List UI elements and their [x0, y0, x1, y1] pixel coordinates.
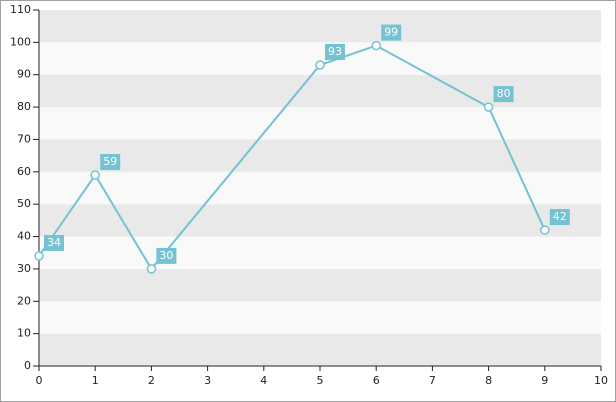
- grid-band: [39, 139, 601, 172]
- point: [540, 225, 550, 235]
- x-tick-label: 1: [92, 374, 99, 387]
- x-tick-label: 5: [317, 374, 324, 387]
- data-label: 99: [381, 24, 402, 41]
- y-tick-label: 100: [10, 35, 31, 48]
- grid-band: [39, 268, 601, 302]
- data-label-box: [493, 86, 514, 103]
- x-tick-label: 8: [485, 374, 492, 387]
- y-tick-label: 70: [17, 132, 31, 145]
- grid-band: [39, 204, 601, 237]
- point: [371, 40, 381, 51]
- grid-band: [39, 42, 601, 75]
- y-tick-label: 0: [24, 359, 31, 372]
- data-label-box: [325, 44, 345, 61]
- y-tick-label: 80: [17, 100, 31, 113]
- grid-band: [39, 301, 601, 334]
- point: [34, 251, 44, 261]
- data-label: 80: [493, 86, 514, 103]
- point: [483, 102, 494, 112]
- point: [90, 170, 100, 180]
- point: [146, 264, 157, 274]
- grid-band: [39, 333, 601, 366]
- data-label-text: 59: [103, 155, 117, 168]
- x-tick-label: 4: [260, 374, 267, 387]
- y-tick-label: 10: [17, 327, 31, 340]
- data-label-box: [549, 209, 570, 226]
- x-tick-label: 2: [148, 374, 155, 387]
- data-label: 93: [325, 44, 345, 61]
- grid-band: [39, 236, 601, 269]
- data-label: 34: [44, 234, 64, 251]
- data-label: 59: [100, 154, 121, 171]
- y-tick-label: 40: [17, 230, 31, 243]
- x-tick-label: 0: [36, 374, 43, 387]
- y-tick-label: 20: [17, 294, 31, 307]
- data-label-text: 42: [553, 210, 567, 223]
- y-tick-label: 60: [17, 165, 31, 178]
- grid-band: [39, 10, 601, 43]
- data-label-box: [156, 247, 177, 264]
- x-tick-label: 10: [594, 374, 608, 387]
- data-label-box: [381, 24, 402, 41]
- x-tick-label: 6: [373, 374, 380, 387]
- data-label-box: [100, 154, 121, 171]
- y-tick-label: 50: [17, 197, 31, 210]
- grid-band: [39, 74, 601, 108]
- y-tick-label: 90: [17, 68, 31, 81]
- y-tick-label: 30: [17, 262, 31, 275]
- x-tick-label: 7: [429, 374, 436, 387]
- data-label-text: 80: [497, 87, 511, 100]
- grid-band: [39, 107, 601, 140]
- data-label-text: 30: [159, 249, 173, 262]
- data-label-text: 34: [47, 236, 61, 249]
- data-label-box: [44, 234, 64, 251]
- data-label: 42: [549, 209, 570, 226]
- x-tick-label: 9: [541, 374, 548, 387]
- data-label: 30: [156, 247, 177, 264]
- grid-band: [39, 171, 601, 205]
- y-tick-label: 110: [10, 3, 31, 16]
- data-label-text: 93: [328, 45, 342, 58]
- x-tick-label: 3: [204, 374, 211, 387]
- data-label-text: 99: [384, 26, 398, 39]
- point: [315, 60, 325, 70]
